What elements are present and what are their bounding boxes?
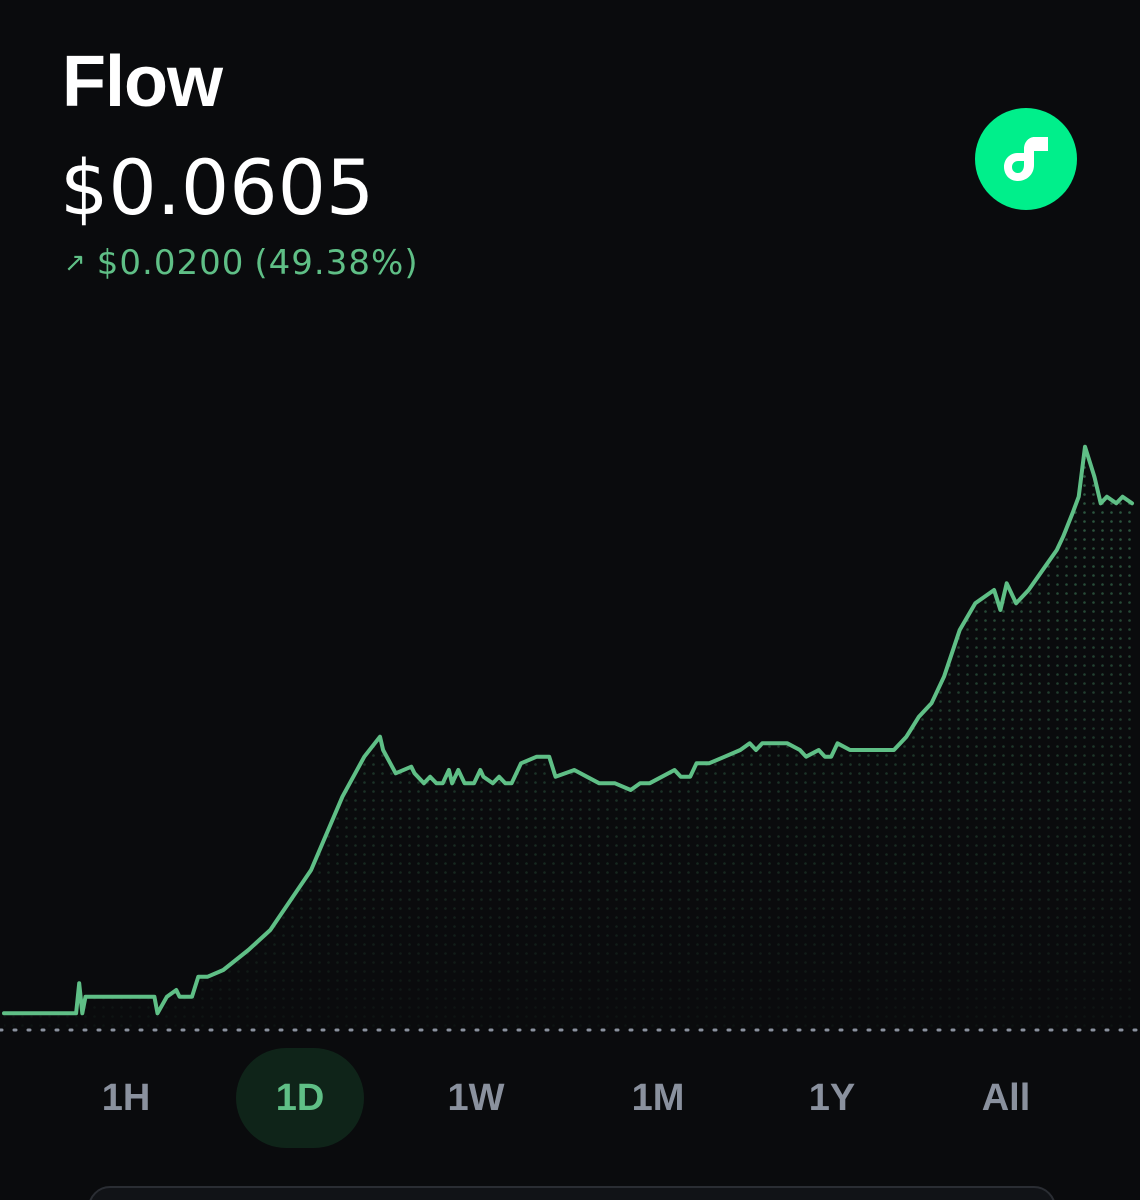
chart-area-fill xyxy=(4,446,1132,1030)
arrow-up-right-icon: ↗ xyxy=(64,248,87,278)
price-line xyxy=(2,444,1134,1016)
time-range-selector: 1H 1D 1W 1M 1Y All xyxy=(0,1048,1140,1148)
range-tab-1w[interactable]: 1W xyxy=(447,1076,505,1119)
range-tab-1d[interactable]: 1D xyxy=(236,1048,364,1148)
bottom-action-bar[interactable] xyxy=(88,1186,1056,1200)
asset-name: Flow xyxy=(62,42,223,122)
range-tab-all[interactable]: All xyxy=(981,1076,1031,1119)
range-tab-1y[interactable]: 1Y xyxy=(808,1076,856,1119)
change-amount: $0.0200 xyxy=(96,243,245,283)
flow-logo-icon xyxy=(975,108,1077,210)
range-tab-1h[interactable]: 1H xyxy=(101,1076,151,1119)
asset-price: $0.0605 xyxy=(60,143,375,232)
price-chart[interactable] xyxy=(0,400,1140,1050)
range-tab-1m[interactable]: 1M xyxy=(631,1076,685,1119)
price-change: ↗ $0.0200 (49.38%) xyxy=(64,246,419,280)
change-percent: (49.38%) xyxy=(254,243,419,283)
